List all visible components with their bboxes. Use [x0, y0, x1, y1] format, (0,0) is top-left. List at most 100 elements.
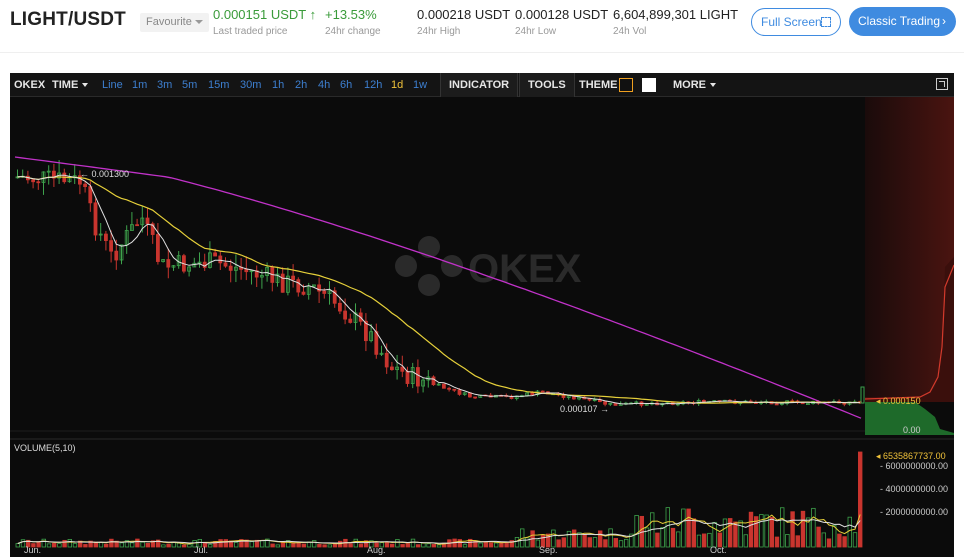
volume-bar [400, 544, 405, 548]
candle-body [207, 252, 212, 268]
volume-bar [421, 542, 426, 548]
volume-bar [322, 544, 327, 548]
interval-30m[interactable]: 30m [240, 79, 262, 91]
volume-bar [795, 535, 800, 548]
candle-body [369, 331, 374, 342]
candle-body [171, 265, 176, 268]
high-value: 0.000218 USDT [417, 7, 511, 22]
volume-panel-label: VOLUME(5,10) [14, 443, 76, 453]
volume-bar [728, 518, 733, 548]
volume-bar [389, 543, 395, 548]
volume-bar [25, 539, 31, 548]
candle-body [322, 290, 327, 294]
candle-body [379, 352, 384, 355]
volume-bar [790, 511, 795, 548]
volume-bar [249, 541, 254, 548]
volume-bar [363, 540, 369, 548]
caret-down-icon [194, 20, 203, 25]
candle-body [395, 366, 400, 371]
volume-axis: - 6000000000.00 - 4000000000.00 - 20000000… [880, 461, 948, 517]
volume-bar [722, 518, 728, 548]
candle-body [441, 383, 446, 389]
volume-bar [457, 539, 462, 548]
volume-bar [15, 543, 20, 548]
candle-body [343, 310, 348, 320]
tools-button[interactable]: TOOLS [519, 73, 575, 97]
theme-dark-swatch[interactable] [619, 78, 633, 92]
volume-bar [384, 541, 390, 548]
volume-bar [78, 540, 83, 548]
interval-1m[interactable]: 1m [132, 79, 148, 91]
interval-6h[interactable]: 6h [340, 79, 353, 91]
candle-body [98, 233, 103, 236]
favourite-label: Favourite [146, 16, 192, 28]
candle-body [104, 233, 108, 242]
price-chart[interactable]: OKEX TIME Line 1m 3m 5m 15m 30m 1h 2h 4h 6h 12h 1d 1… [10, 73, 954, 557]
candle-body [114, 250, 119, 261]
x-tick-label: Aug. [367, 545, 386, 555]
volume-bar [233, 542, 239, 548]
theme-label: THEME [579, 79, 618, 91]
volume-bar [353, 538, 358, 548]
volume-bar [83, 544, 88, 548]
volume-bar [52, 542, 57, 548]
candles [15, 160, 865, 408]
interval-1w[interactable]: 1w [413, 79, 428, 91]
interval-1d[interactable]: 1d [391, 79, 404, 91]
classic-trading-button[interactable]: Classic Trading › [849, 7, 956, 36]
candle-body [135, 224, 139, 227]
high-marker-arrow: ← [80, 169, 92, 179]
volume-bar [774, 536, 780, 548]
current-price-arrow: ◂ [876, 396, 883, 406]
candle-body [233, 266, 238, 271]
volume-bar [717, 532, 722, 548]
volume-current-value: 6535867737.00 [883, 451, 946, 461]
volume-bar [280, 542, 286, 548]
interval-2h[interactable]: 2h [295, 79, 308, 91]
interval-1h[interactable]: 1h [272, 79, 285, 91]
more-label: MORE [673, 79, 706, 91]
volume-bar [415, 544, 421, 548]
volume-bar [785, 534, 790, 548]
candle-body [213, 252, 218, 257]
full-screen-button[interactable]: Full Screen [751, 8, 841, 36]
low-marker-label: 0.000107 → [560, 404, 609, 414]
ma-long-line [14, 156, 862, 419]
volume-bar [114, 540, 119, 548]
candle-body [140, 217, 145, 226]
volume-bar [130, 542, 135, 548]
volume-bar [561, 537, 566, 548]
time-dropdown[interactable]: TIME [52, 73, 89, 97]
favourite-dropdown[interactable]: Favourite [140, 13, 209, 32]
expand-icon[interactable] [936, 78, 948, 90]
candle-body [317, 284, 322, 292]
last-price-value: 0.000151 USDT [213, 7, 306, 22]
volume-bar [743, 534, 748, 548]
volume-bar [681, 508, 686, 548]
candle-body [130, 224, 134, 231]
watermark-dot [395, 255, 417, 277]
volume-bar [842, 536, 847, 548]
volume-bar [624, 538, 629, 548]
volume-bar [634, 515, 639, 548]
candle-body [462, 392, 467, 395]
interval-4h[interactable]: 4h [318, 79, 331, 91]
interval-3m[interactable]: 3m [157, 79, 173, 91]
candle-body [447, 387, 452, 390]
interval-5m[interactable]: 5m [182, 79, 198, 91]
more-dropdown[interactable]: MORE [673, 73, 716, 97]
interval-15m[interactable]: 15m [208, 79, 230, 91]
depth-zero-label: 0.00 [903, 425, 921, 435]
interval-12h[interactable]: 12h [364, 79, 383, 91]
indicator-button[interactable]: INDICATOR [440, 73, 519, 97]
volume-bar [759, 514, 764, 548]
candle-body [197, 261, 202, 264]
chart-toolbar: OKEX TIME Line 1m 3m 5m 15m 30m 1h 2h 4h 6h 12h 1d 1… [10, 73, 954, 97]
volume-bar [556, 539, 561, 548]
volume-bar [72, 543, 78, 548]
candle-body [155, 234, 160, 262]
theme-light-swatch[interactable] [642, 78, 656, 92]
interval-line[interactable]: Line [102, 79, 123, 91]
candle-body [603, 401, 607, 405]
caret-down-icon [710, 83, 716, 88]
